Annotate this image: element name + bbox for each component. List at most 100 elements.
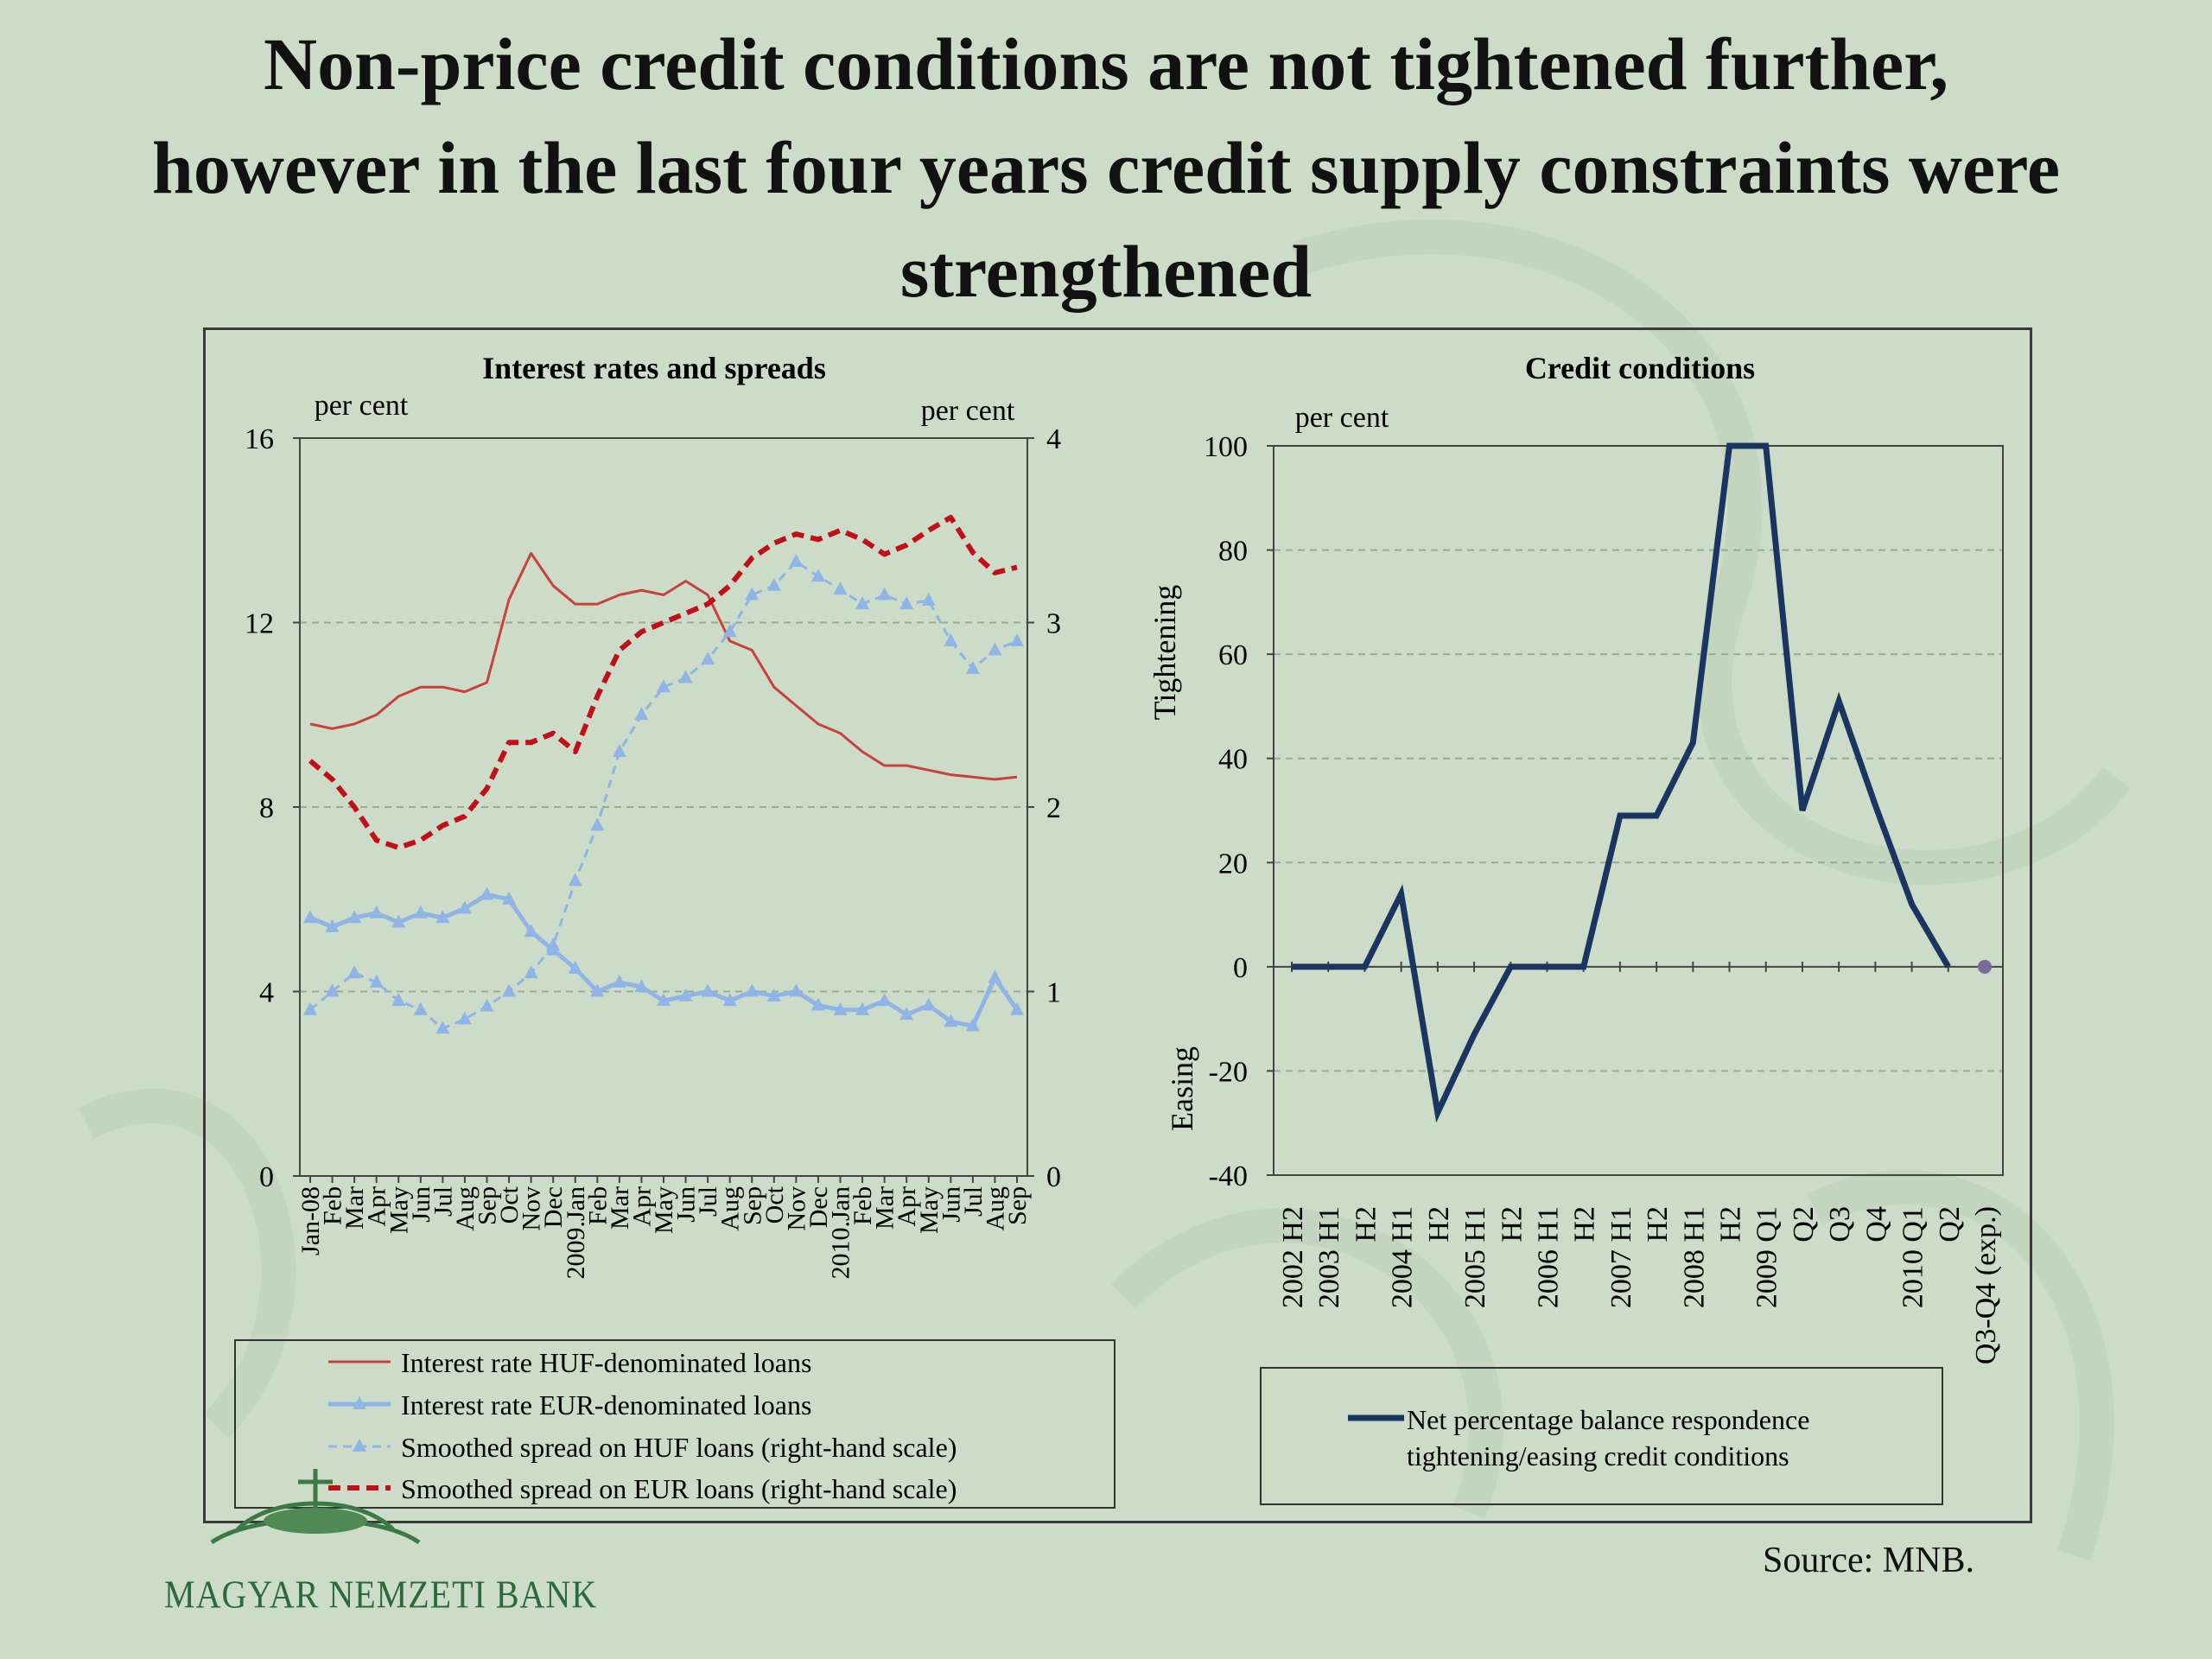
left-xtick-label-26: Mar <box>871 1186 899 1230</box>
left-series-1-point-8 <box>480 887 494 900</box>
left-series-1-point-4 <box>391 914 406 928</box>
credit-ytick-label-7: 100 <box>1204 431 1248 463</box>
left-series-2-point-25 <box>855 596 870 610</box>
left-xtick-label-25: Feb <box>849 1186 877 1225</box>
left-series-2-point-13 <box>590 817 605 831</box>
left-series-1-point-7 <box>457 900 472 914</box>
left-series-2-point-21 <box>766 577 781 591</box>
credit-xtick-label-1: 2003 H1 <box>1313 1206 1345 1308</box>
right-chart-unit: per cent <box>1295 402 1389 434</box>
left-series-1-point-20 <box>745 983 760 997</box>
left-series-2-point-11 <box>546 938 561 951</box>
left-series-1-point-19 <box>722 993 737 1007</box>
credit-xtick-label-13: 2009 Q1 <box>1751 1206 1783 1308</box>
credit-ytick-label-1: -20 <box>1209 1056 1248 1088</box>
left-series-1-point-3 <box>369 905 384 918</box>
left-xtick-label-31: Aug <box>981 1186 1009 1231</box>
credit-xtick-label-11: 2008 H1 <box>1678 1206 1710 1308</box>
title-line-2: however in the last four years credit su… <box>152 126 2060 209</box>
left-series-2-point-30 <box>965 660 980 674</box>
right-plot-area <box>1273 445 2004 1176</box>
title-line-1: Non-price credit conditions are not tigh… <box>264 22 1948 105</box>
left-series-2-point-28 <box>921 592 936 606</box>
left-series-2-point-24 <box>833 582 848 595</box>
left-series-1-point-25 <box>855 1001 870 1015</box>
left-series-2-point-22 <box>789 554 804 568</box>
left-series-2-point-23 <box>810 569 825 582</box>
legend-huf-spread: Smoothed spread on HUF loans (right-hand… <box>401 1432 957 1463</box>
left-xtick-label-4: May <box>385 1186 413 1234</box>
credit-xtick-label-18: Q2 <box>1934 1206 1966 1243</box>
left-series-2-point-0 <box>303 1001 317 1015</box>
left-series-2-point-27 <box>899 596 914 610</box>
tightening-label: Tightening <box>1147 585 1182 721</box>
left-series-2-point-5 <box>413 1001 428 1015</box>
credit-ytick-label-4: 40 <box>1218 744 1248 776</box>
left-series-1-point-13 <box>590 983 605 997</box>
left-series-1-point-10 <box>524 924 538 938</box>
legend-credit-line2: tightening/easing credit conditions <box>1407 1440 1789 1471</box>
credit-xtick-label-17: 2010 Q1 <box>1897 1206 1929 1308</box>
left-series-1-point-0 <box>303 910 317 924</box>
credit-xtick-label-0: 2002 H2 <box>1277 1206 1309 1308</box>
left-xtick-label-18: Jul <box>694 1186 722 1217</box>
right-ytick-label-0: 0 <box>1046 1161 1061 1193</box>
left-series-2-point-14 <box>612 743 626 757</box>
credit-xtick-label-19: Q3-Q4 (exp.) <box>1970 1206 2002 1364</box>
left-xtick-label-21: Oct <box>760 1185 789 1224</box>
left-ytick-label-1: 4 <box>259 977 274 1009</box>
credit-ytick-label-3: 20 <box>1218 848 1248 880</box>
left-xtick-label-27: Apr <box>893 1186 921 1227</box>
left-xtick-label-7: Aug <box>451 1186 480 1231</box>
credit-ytick-label-6: 80 <box>1218 536 1248 568</box>
legend-eur-spread: Smoothed spread on EUR loans (right-hand… <box>401 1473 957 1504</box>
left-xtick-label-8: Sep <box>474 1186 502 1225</box>
left-series-1-point-18 <box>701 983 715 997</box>
left-series-1-point-24 <box>833 1001 848 1015</box>
left-series-2-point-16 <box>657 679 671 693</box>
credit-expected-point <box>1978 959 1992 974</box>
credit-series-line <box>1292 442 1951 1123</box>
left-xtick-label-19: Aug <box>716 1186 745 1231</box>
left-xtick-label-15: Apr <box>627 1186 656 1227</box>
left-xtick-label-14: Mar <box>606 1186 634 1230</box>
left-series-2-point-12 <box>568 873 582 887</box>
credit-xtick-label-10: H2 <box>1642 1206 1674 1243</box>
legend-huf-rate: Interest rate HUF-denominated loans <box>401 1347 811 1378</box>
left-series-1-point-9 <box>502 891 517 905</box>
left-xtick-label-0: Jan-08 <box>296 1186 325 1255</box>
left-xtick-label-3: Apr <box>363 1186 391 1227</box>
left-series-line-2 <box>309 560 1018 1030</box>
left-series-1-point-32 <box>1010 1001 1024 1015</box>
left-series-1-point-16 <box>657 993 671 1007</box>
left-series-1-point-2 <box>347 910 362 924</box>
credit-xtick-label-15: Q3 <box>1824 1206 1856 1243</box>
left-series-2-point-26 <box>877 587 892 601</box>
left-xtick-label-22: Nov <box>782 1186 810 1231</box>
left-series-2-point-3 <box>369 974 384 988</box>
left-series-2-point-9 <box>502 983 517 997</box>
left-series-line-0 <box>309 551 1018 781</box>
left-series-2-point-10 <box>524 965 538 979</box>
left-series-1-point-6 <box>435 910 450 924</box>
left-series-1-point-23 <box>810 997 825 1011</box>
left-xtick-label-9: Oct <box>495 1185 524 1224</box>
left-series-2-point-4 <box>391 993 406 1007</box>
right-ytick-label-4: 4 <box>1046 423 1061 455</box>
left-ytick-label-3: 12 <box>245 608 274 640</box>
left-series-1-point-22 <box>789 983 804 997</box>
credit-xtick-label-9: 2007 H1 <box>1605 1206 1637 1308</box>
left-chart: Interest rates and spreads per cent per … <box>245 351 1061 1280</box>
left-xtick-label-28: May <box>915 1186 944 1234</box>
credit-xtick-label-5: 2005 H1 <box>1459 1206 1491 1308</box>
left-series-1-point-15 <box>634 979 649 993</box>
left-series-1-point-14 <box>612 974 626 988</box>
left-series-2-point-20 <box>745 587 760 601</box>
left-series-2-point-17 <box>678 670 693 683</box>
page-title: Non-price credit conditions are not tigh… <box>0 12 2212 323</box>
credit-xtick-label-2: H2 <box>1350 1206 1382 1243</box>
credit-xtick-label-4: H2 <box>1423 1206 1455 1243</box>
left-legend-box <box>234 1339 1116 1509</box>
bank-logo-emblem <box>210 1469 421 1545</box>
